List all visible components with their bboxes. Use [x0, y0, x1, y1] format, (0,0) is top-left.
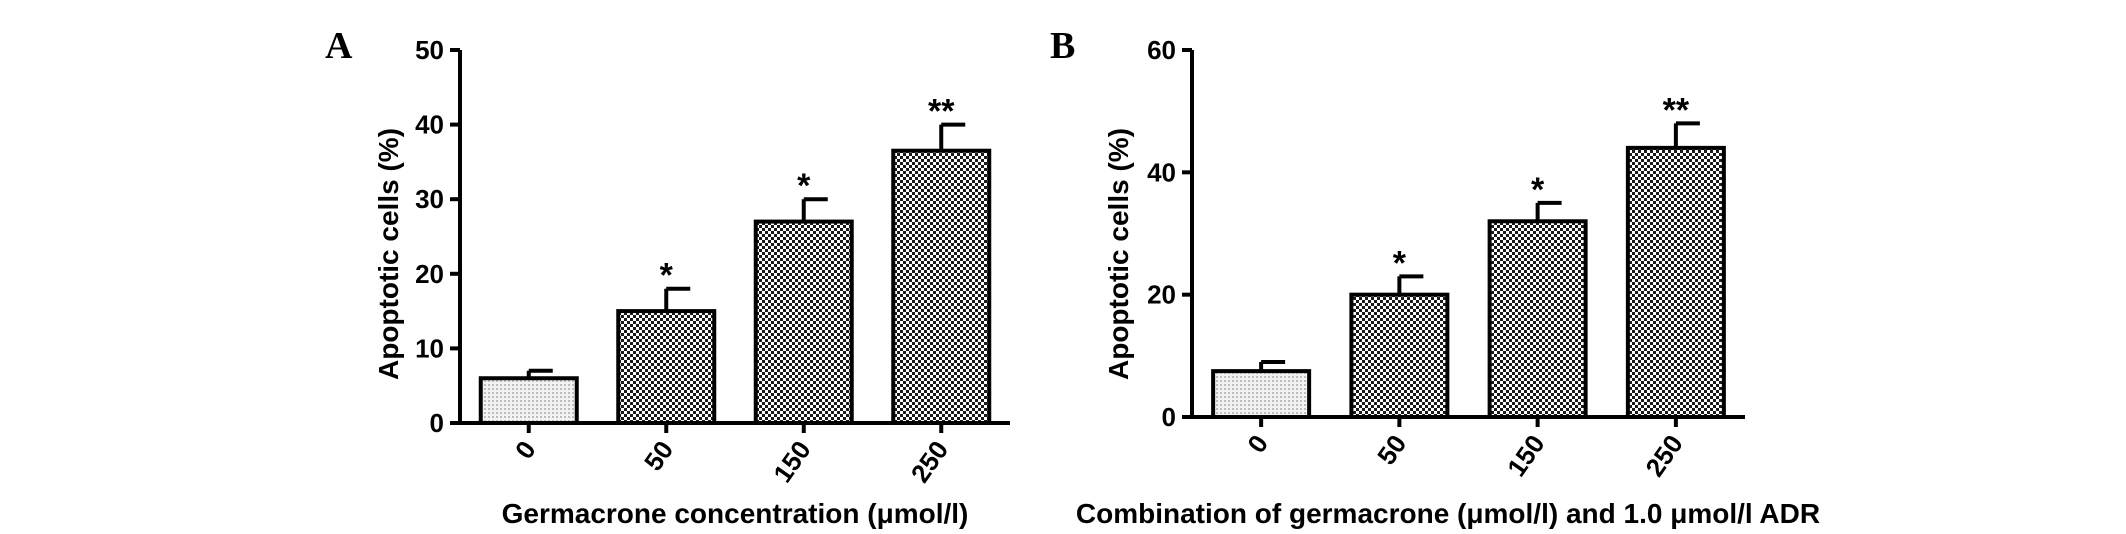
panel-b-x-tick-label: 150 — [1501, 429, 1550, 482]
panel-a-y-tick-label: 0 — [430, 408, 444, 438]
panel-b-x-tick-label: 250 — [1639, 429, 1688, 482]
panel-a-x-tick-label: 0 — [509, 435, 542, 464]
panel-b-x-tick-label: 50 — [1371, 429, 1412, 470]
panel-a-x-tick-label: 250 — [905, 435, 954, 488]
panel-a-y-tick-label: 30 — [415, 184, 444, 214]
panel-a-bar — [616, 309, 717, 426]
panel-a-significance-label: ** — [928, 93, 955, 131]
panel-a-letter: A — [325, 25, 353, 67]
panel-a-significance-label: * — [797, 167, 811, 205]
panel-a-y-tick-label: 20 — [415, 259, 444, 289]
panel-b-y-tick-label: 60 — [1147, 35, 1176, 65]
panel-b: B 0 * 50 * 150 ** 250 0 20 40 60 Apoptotic cells (… — [1050, 25, 1820, 529]
panel-b-bar — [1349, 292, 1450, 419]
panel-a-y-tick-label: 10 — [415, 333, 444, 363]
panel-b-significance-label: * — [1531, 171, 1545, 209]
panel-a-x-axis-title: Germacrone concentration (μmol/l) — [502, 498, 969, 529]
panel-a-bar — [753, 219, 854, 425]
panel-a-x-tick-label: 50 — [638, 435, 679, 476]
panel-b-y-tick-label: 0 — [1162, 402, 1176, 432]
panel-b-bar — [1211, 369, 1312, 419]
panel-a-plot: 0 * 50 * 150 ** 250 0 10 20 30 40 50 — [415, 35, 1010, 488]
panel-b-x-axis-title: Combination of germacrone (μmol/l) and 1… — [1076, 498, 1820, 529]
panel-b-x-tick-label: 0 — [1241, 429, 1274, 458]
panel-a-y-axis-title: Apoptotic cells (%) — [373, 128, 404, 380]
panel-b-y-axis-title: Apoptotic cells (%) — [1103, 128, 1134, 380]
panel-a-significance-label: * — [660, 257, 674, 295]
panel-a-y-tick-label: 40 — [415, 110, 444, 140]
panel-a-y-tick-label: 50 — [415, 35, 444, 65]
panel-a-x-tick-label: 150 — [767, 435, 816, 488]
panel-b-plot: 0 * 50 * 150 ** 250 0 20 40 60 — [1147, 35, 1745, 482]
panel-b-bar — [1625, 145, 1726, 419]
panel-a-bar — [891, 148, 992, 426]
panel-b-significance-label: * — [1393, 244, 1407, 282]
panel-b-letter: B — [1050, 25, 1075, 67]
panel-b-y-tick-label: 40 — [1147, 157, 1176, 187]
panel-b-y-tick-label: 20 — [1147, 280, 1176, 310]
panel-b-significance-label: ** — [1663, 91, 1690, 129]
panel-a: A 0 * 50 * 150 ** 250 0 10 20 30 40 50 Apoptotic cel… — [325, 25, 1010, 529]
panel-a-bar — [478, 376, 579, 425]
panel-b-bar — [1487, 219, 1588, 419]
